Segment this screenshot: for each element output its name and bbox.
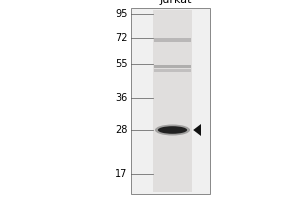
- Text: 55: 55: [115, 59, 128, 69]
- FancyBboxPatch shape: [154, 69, 191, 72]
- FancyBboxPatch shape: [154, 38, 191, 42]
- Text: 95: 95: [115, 9, 128, 19]
- FancyBboxPatch shape: [130, 8, 210, 194]
- Text: 17: 17: [115, 169, 128, 179]
- Text: Jurkat: Jurkat: [159, 0, 192, 5]
- Text: 28: 28: [115, 125, 128, 135]
- Polygon shape: [193, 124, 201, 136]
- FancyBboxPatch shape: [154, 65, 191, 68]
- Text: 36: 36: [115, 93, 128, 103]
- Text: 72: 72: [115, 33, 128, 43]
- FancyBboxPatch shape: [153, 10, 192, 192]
- Ellipse shape: [155, 124, 190, 136]
- Ellipse shape: [158, 126, 187, 134]
